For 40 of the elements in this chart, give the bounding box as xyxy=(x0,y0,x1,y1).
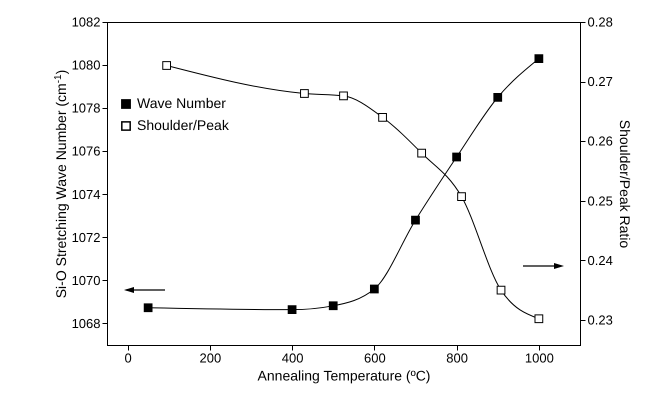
legend-label: Wave Number xyxy=(137,95,226,111)
x-tick-label: 0 xyxy=(124,350,132,366)
point xyxy=(493,92,502,102)
legend-label: Shoulder/Peak xyxy=(137,117,230,133)
point xyxy=(452,152,461,162)
point xyxy=(534,54,544,63)
point xyxy=(378,112,387,122)
x-tick-label: 200 xyxy=(199,350,222,366)
point xyxy=(162,61,172,70)
point xyxy=(339,92,348,100)
point xyxy=(370,284,379,294)
x-tick-label: 600 xyxy=(364,350,386,366)
point xyxy=(411,216,420,224)
point xyxy=(457,192,466,201)
y-tick-label: 1070 xyxy=(72,272,100,288)
y2-tick-label: 0.28 xyxy=(588,14,613,30)
x-tick-label: 800 xyxy=(446,350,468,366)
y-tick-label: 1074 xyxy=(72,186,100,202)
point xyxy=(417,148,426,158)
x-tick-label: 400 xyxy=(282,350,304,366)
point xyxy=(534,314,544,324)
y-tick-label: 1072 xyxy=(72,230,100,245)
point xyxy=(328,301,338,310)
y-tick-label: 1076 xyxy=(72,144,100,159)
point xyxy=(300,89,309,98)
x-tick-label: 1000 xyxy=(524,350,554,366)
y-tick-label: 1078 xyxy=(72,100,100,116)
x-axis-title: Annealing Temperature (ºC) xyxy=(258,368,430,384)
y2-tick-label: 0.24 xyxy=(588,252,613,268)
y-tick-label: 1080 xyxy=(72,58,100,73)
y2-axis-title: Shoulder/Peak Ratio xyxy=(616,120,633,248)
y-tick-label: 1082 xyxy=(72,14,100,30)
point xyxy=(288,305,296,314)
point xyxy=(496,286,506,295)
y2-tick-label: 0.23 xyxy=(588,312,613,328)
point xyxy=(144,303,153,312)
y2-tick-label: 0.25 xyxy=(588,193,613,208)
y2-tick-label: 0.27 xyxy=(588,74,613,90)
y-tick-label: 1068 xyxy=(72,316,100,331)
y2-tick-label: 0.26 xyxy=(588,134,613,149)
